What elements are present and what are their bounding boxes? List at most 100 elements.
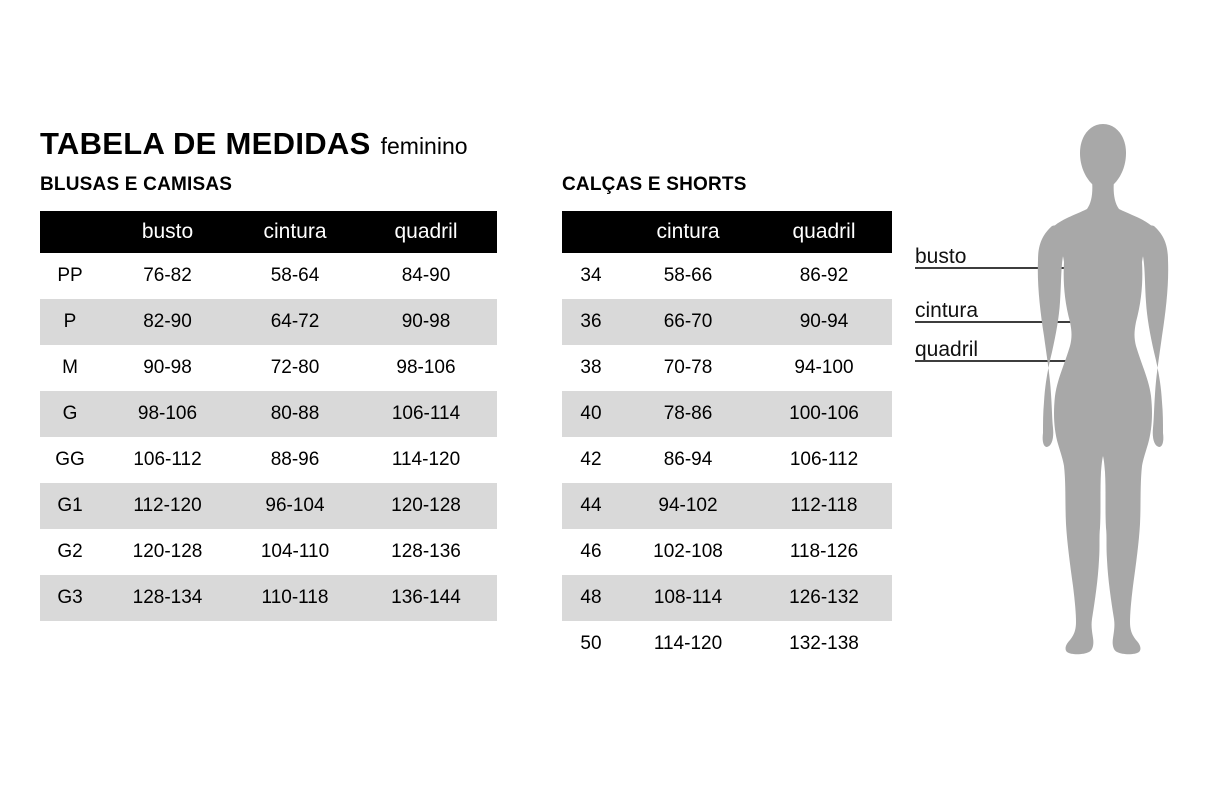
table-row: M 90-98 72-80 98-106 (40, 345, 497, 391)
measure-range-cell: 102-108 (653, 541, 723, 562)
measure-range-cell: 112-120 (133, 495, 202, 516)
measure-range-cell: 104-110 (260, 541, 330, 562)
measure-range-cell: 72-80 (270, 357, 320, 378)
silhouette-head (1080, 124, 1126, 187)
measure-range-cell: 114-120 (653, 633, 723, 654)
measure-range-cell: 126-132 (789, 587, 859, 608)
column-header (40, 211, 100, 253)
table-row: G1 112-120 96-104 120-128 (40, 483, 497, 529)
measure-range-cell: 110-118 (261, 587, 329, 608)
measure-range-cell: 118-126 (789, 541, 859, 562)
cintura-measure-line (915, 321, 1130, 323)
table-row: 44 94-102 112-118 (562, 483, 892, 529)
measure-range-cell: 88-96 (270, 449, 320, 470)
table-row: G2 120-128 104-110 128-136 (40, 529, 497, 575)
measure-range-cell: 90-98 (401, 311, 451, 332)
measure-range-cell: 106-112 (133, 449, 202, 470)
size-cell: 50 (580, 633, 602, 654)
column-header: cintura (263, 220, 327, 243)
measure-range-cell: 80-88 (270, 403, 320, 424)
measure-range-cell: 70-78 (663, 357, 713, 378)
section-heading-blusas: BLUSAS E CAMISAS (40, 174, 233, 195)
size-cell: 40 (580, 403, 602, 424)
measure-range-cell: 78-86 (663, 403, 713, 424)
busto-label: busto (915, 245, 967, 268)
size-cell: 48 (580, 587, 602, 608)
column-header: cintura (656, 220, 720, 243)
table-row: 42 86-94 106-112 (562, 437, 892, 483)
size-cell: 36 (580, 311, 602, 332)
size-cell: 34 (580, 265, 602, 286)
table-header-row: cintura quadril (562, 211, 892, 253)
size-cell: G1 (57, 495, 83, 516)
size-cell: GG (55, 449, 85, 470)
size-cell: G2 (57, 541, 83, 562)
measure-range-cell: 82-90 (143, 311, 192, 332)
column-header: busto (141, 220, 194, 243)
section-heading-calcas: CALÇAS E SHORTS (562, 174, 747, 195)
table-row: G 98-106 80-88 106-114 (40, 391, 497, 437)
measure-range-cell: 84-90 (401, 265, 451, 286)
measure-range-cell: 90-94 (799, 311, 849, 332)
measure-range-cell: 128-136 (391, 541, 461, 562)
measure-range-cell: 100-106 (789, 403, 859, 424)
table-row: 50 114-120 132-138 (562, 621, 892, 667)
table-row: G3 128-134 110-118 136-144 (40, 575, 497, 621)
size-cell: PP (57, 265, 83, 286)
column-header (562, 211, 620, 253)
female-body-silhouette (1037, 124, 1169, 655)
measure-range-cell: 98-106 (137, 403, 198, 424)
measure-range-cell: 64-72 (270, 311, 320, 332)
measure-range-cell: 136-144 (391, 587, 461, 608)
measure-range-cell: 120-128 (132, 541, 203, 562)
page-title: TABELA DE MEDIDAS feminino (40, 126, 468, 162)
size-cell: 44 (580, 495, 602, 516)
size-cell: 38 (580, 357, 602, 378)
measure-range-cell: 106-114 (391, 403, 461, 424)
table-row: GG 106-112 88-96 114-120 (40, 437, 497, 483)
measure-range-cell: 114-120 (391, 449, 461, 470)
measure-range-cell: 86-94 (663, 449, 713, 470)
measure-range-cell: 96-104 (265, 495, 325, 516)
page-title-main: TABELA DE MEDIDAS (40, 126, 371, 161)
silhouette-right-arm (1136, 225, 1169, 447)
table-row: 46 102-108 118-126 (562, 529, 892, 575)
measure-range-cell: 76-82 (143, 265, 192, 286)
measure-range-cell: 66-70 (663, 311, 713, 332)
table-row: PP 76-82 58-64 84-90 (40, 253, 497, 299)
measure-range-cell: 94-100 (794, 357, 854, 378)
blusas-camisas-table: busto cintura quadril PP 76-82 58-64 84-90 P 82… (40, 211, 497, 621)
busto-measure-line (915, 267, 1139, 269)
calcas-shorts-table: cintura quadril 34 58-66 86-92 36 66-70 90-94 3… (562, 211, 892, 667)
size-cell: P (63, 311, 77, 332)
measure-range-cell: 58-64 (270, 265, 320, 286)
table-header-row: busto cintura quadril (40, 211, 497, 253)
size-cell: G (62, 403, 78, 424)
measure-range-cell: 132-138 (789, 633, 859, 654)
table-row: 48 108-114 126-132 (562, 575, 892, 621)
measure-range-cell: 108-114 (653, 587, 723, 608)
cintura-label: cintura (915, 299, 979, 322)
measure-range-cell: 86-92 (799, 265, 849, 286)
silhouette-torso-legs (1052, 180, 1154, 655)
size-cell: G3 (57, 587, 83, 608)
table-row: 38 70-78 94-100 (562, 345, 892, 391)
quadril-label: quadril (915, 338, 979, 361)
size-cell: 46 (580, 541, 602, 562)
measure-range-cell: 128-134 (132, 587, 203, 608)
size-cell: 42 (580, 449, 602, 470)
measure-range-cell: 94-102 (658, 495, 718, 516)
measure-range-cell: 106-112 (789, 449, 859, 470)
column-header: quadril (792, 220, 856, 243)
silhouette-left-arm (1037, 225, 1070, 447)
measure-range-cell: 112-118 (790, 495, 858, 516)
measure-range-cell: 58-66 (663, 265, 713, 286)
column-header: quadril (394, 220, 458, 243)
table-row: 34 58-66 86-92 (562, 253, 892, 299)
table-row: 40 78-86 100-106 (562, 391, 892, 437)
size-cell: M (62, 357, 78, 378)
table-row: 36 66-70 90-94 (562, 299, 892, 345)
measure-range-cell: 98-106 (396, 357, 456, 378)
measure-range-cell: 120-128 (391, 495, 461, 516)
